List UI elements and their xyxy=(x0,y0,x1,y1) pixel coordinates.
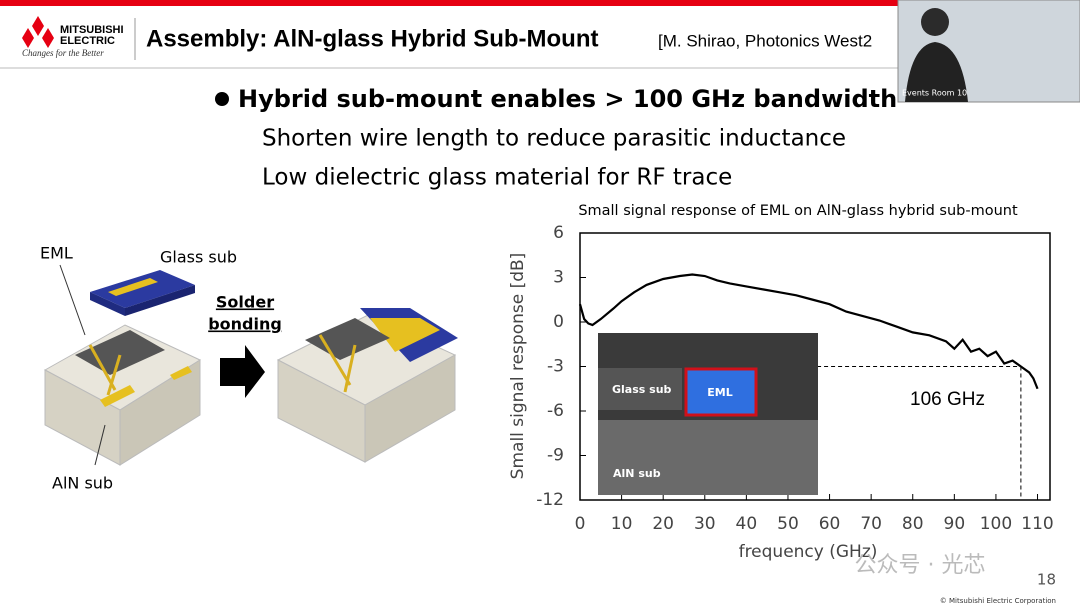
citation: [M. Shirao, Photonics West2 xyxy=(658,31,872,50)
x-tick-label: 60 xyxy=(819,514,841,534)
x-tick-label: 80 xyxy=(902,514,924,534)
pointer xyxy=(59,264,86,336)
y-tick-label: -3 xyxy=(547,357,564,377)
slide-title: Assembly: AlN-glass Hybrid Sub-Mount xyxy=(146,25,598,52)
y-tick-label: -12 xyxy=(536,490,564,510)
chart-title: Small signal response of EML on AlN-glas… xyxy=(578,203,1018,219)
data-line xyxy=(578,273,1039,390)
x-tick-label: 40 xyxy=(736,514,758,534)
page-number: 18 xyxy=(1037,571,1056,589)
inset-label: Glass sub xyxy=(612,383,672,396)
process-arrow xyxy=(220,345,265,398)
x-tick-label: 20 xyxy=(652,514,674,534)
video-label: Events Room 10 xyxy=(902,89,967,98)
copyright: © Mitsubishi Electric Corporation xyxy=(940,597,1056,605)
logo-name: MITSUBISHI xyxy=(60,24,124,36)
x-tick-label: 90 xyxy=(944,514,966,534)
bullet-sub: Shorten wire length to reduce parasitic … xyxy=(262,126,846,152)
top-bar xyxy=(0,0,1080,6)
bullet-main: Hybrid sub-mount enables > 100 GHz bandw… xyxy=(238,85,897,113)
logo-name: ELECTRIC xyxy=(60,35,115,47)
y-tick-label: -9 xyxy=(547,446,564,466)
y-tick-label: 3 xyxy=(553,268,564,288)
diagram-label: Glass sub xyxy=(160,248,237,267)
x-tick-label: 70 xyxy=(860,514,882,534)
process-label: Solder xyxy=(216,293,274,312)
y-tick-label: 0 xyxy=(553,312,564,332)
process-label: bonding xyxy=(208,315,282,334)
y-tick-label: 6 xyxy=(553,223,564,243)
y-axis-label: Small signal response [dB] xyxy=(508,253,528,480)
inset-label: AlN sub xyxy=(613,467,661,480)
inset-photo xyxy=(598,333,818,495)
bullet-dot xyxy=(215,92,229,106)
diagram-label: EML xyxy=(40,244,73,263)
annotation: 106 GHz xyxy=(910,389,985,410)
chart: 630-3-6-9-120 10 20 30 40 50 60 70 80 90 100 110106… xyxy=(536,223,1054,534)
x-tick-label: 0 xyxy=(575,514,586,534)
speaker-head xyxy=(921,8,949,36)
x-tick-label: 10 xyxy=(611,514,633,534)
x-tick-label: 110 xyxy=(1021,514,1053,534)
diagram-after xyxy=(276,308,458,463)
x-tick-label: 100 xyxy=(980,514,1012,534)
x-axis-label: frequency (GHz) xyxy=(739,542,878,562)
inset-label: EML xyxy=(707,386,732,399)
bullet-sub: Low dielectric glass material for RF tra… xyxy=(262,165,732,191)
video-frame xyxy=(897,0,1080,103)
x-tick-label: 30 xyxy=(694,514,716,534)
diagram-before xyxy=(43,264,202,466)
watermark: 公众号 · 光芯 xyxy=(855,553,986,578)
diagram-label: AlN sub xyxy=(52,474,113,493)
logo-tagline: Changes for the Better xyxy=(22,48,104,58)
x-tick-label: 50 xyxy=(777,514,799,534)
logo xyxy=(22,16,54,48)
y-tick-label: -6 xyxy=(547,401,564,421)
speaker-body xyxy=(905,42,968,102)
